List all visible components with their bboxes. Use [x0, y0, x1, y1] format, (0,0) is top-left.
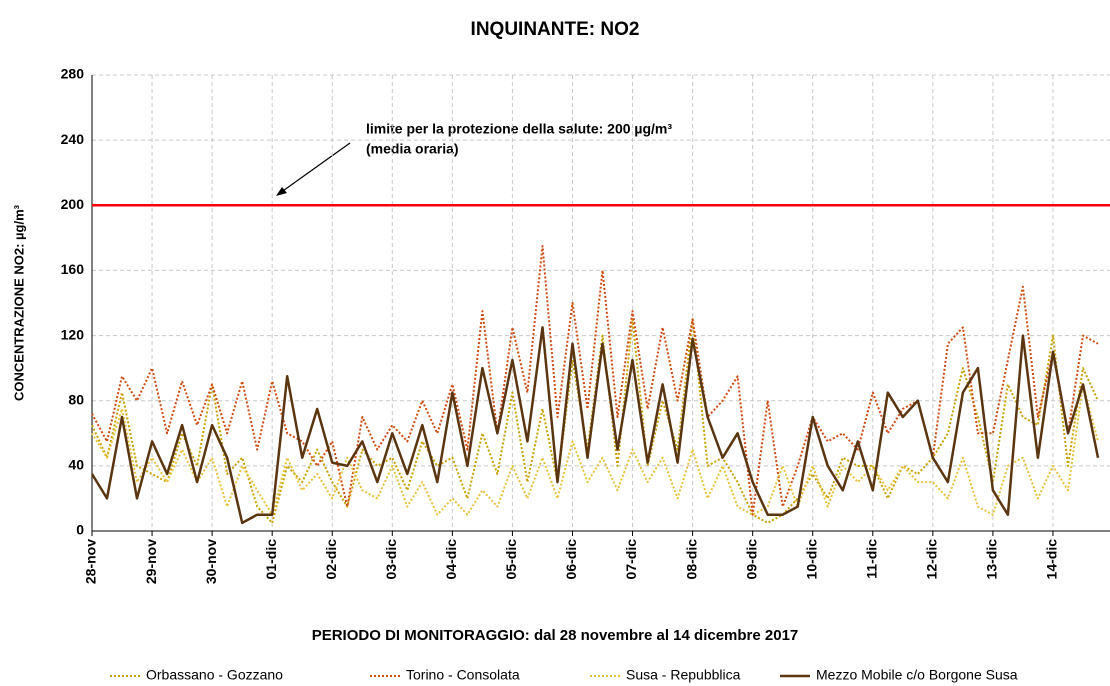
x-tick-label: 14-dic	[1044, 539, 1060, 580]
y-tick-label: 120	[61, 326, 85, 342]
annotation: (media oraria)	[366, 141, 459, 157]
y-axis-label: CONCENTRAZIONE NO2: µg/m³	[11, 204, 26, 401]
chart-title: INQUINANTE: NO2	[471, 19, 640, 40]
y-tick-label: 160	[61, 261, 85, 277]
annotation: limite per la protezione della salute: 2…	[366, 121, 672, 137]
x-tick-label: 02-dic	[323, 539, 339, 580]
legend-label: Mezzo Mobile c/o Borgone Susa	[816, 667, 1018, 683]
x-tick-label: 11-dic	[863, 539, 879, 579]
y-tick-label: 240	[61, 131, 85, 147]
x-tick-label: 12-dic	[924, 539, 940, 580]
x-tick-label: 05-dic	[503, 539, 519, 580]
x-tick-label: 08-dic	[683, 539, 699, 580]
x-tick-label: 03-dic	[383, 539, 399, 580]
x-tick-label: 29-nov	[143, 539, 159, 584]
series-line	[91, 383, 1099, 516]
y-tick-label: 80	[68, 391, 84, 407]
y-tick-label: 280	[61, 66, 85, 82]
x-tick-label: 09-dic	[743, 539, 759, 580]
y-tick-label: 40	[68, 457, 84, 473]
legend-label: Torino - Consolata	[406, 667, 520, 683]
x-tick-label: 13-dic	[984, 539, 1000, 580]
x-tick-label: 10-dic	[803, 539, 819, 580]
x-tick-label: 04-dic	[443, 539, 459, 580]
x-tick-label: 06-dic	[563, 539, 579, 580]
y-tick-label: 0	[76, 522, 84, 538]
series-line	[90, 326, 1100, 525]
series-line	[91, 245, 1099, 516]
x-axis-label: PERIODO DI MONITORAGGIO: dal 28 novembre…	[312, 627, 799, 644]
x-tick-label: 28-nov	[83, 539, 99, 584]
legend-label: Susa - Repubblica	[626, 667, 741, 683]
x-tick-label: 07-dic	[623, 539, 639, 580]
x-tick-label: 01-dic	[263, 539, 279, 580]
x-tick-label: 30-nov	[203, 539, 219, 584]
y-tick-label: 200	[61, 196, 85, 212]
annotation-arrow	[279, 142, 351, 194]
legend-label: Orbassano - Gozzano	[146, 667, 283, 683]
annotation-arrowhead	[276, 187, 287, 196]
